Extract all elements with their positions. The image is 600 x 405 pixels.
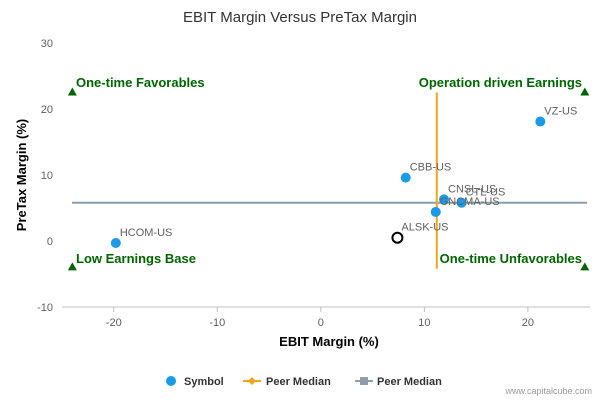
point-marker [430,206,441,217]
point-label: VZ-US [544,106,577,118]
quadrant-marker-top-left [67,87,77,96]
legend-item-symbol[interactable]: Symbol [166,376,224,388]
legend-label-peer-median-x: Peer Median [266,376,331,388]
chart-title: EBIT Margin Versus PreTax Margin [183,9,417,26]
point-label: CBB-US [410,162,452,174]
legend-square-icon [360,377,368,385]
data-point-alsk-us: ALSK-US [391,222,449,244]
quadrant-markers [67,87,590,271]
x-tick-label: -20 [106,317,122,329]
point-label: CTL-US [466,187,506,199]
legend-item-peer-median-y[interactable]: Peer Median [355,376,442,388]
y-tick-label: 20 [41,104,53,116]
x-tick-label: 20 [522,317,534,329]
legend-item-peer-median-x[interactable]: Peer Median [243,376,331,388]
legend-diamond-icon [248,377,256,385]
peer-median-lines [72,92,587,269]
quadrant-label-top-right: Operation driven Earnings [419,75,582,90]
point-label: CNSL-US [448,183,496,195]
point-marker [439,194,450,205]
quadrant-marker-bottom-left [67,262,77,271]
y-tick-label: 0 [47,236,53,248]
x-ticks: -20 -10 0 10 20 [106,307,534,329]
legend: Symbol Peer Median Peer Median [166,376,442,388]
data-point-gncma-us: GNCMA-US [430,196,500,217]
x-tick-label: 10 [418,317,430,329]
y-tick-label: 30 [41,38,53,50]
point-marker [456,197,467,208]
point-marker [400,172,411,183]
point-label: GNCMA-US [440,196,500,208]
legend-circle-icon [166,376,176,386]
y-tick-label: -10 [37,302,53,314]
legend-label-peer-median-y: Peer Median [377,376,442,388]
watermark: www.capitalcube.com [504,386,592,396]
data-point-cnsl-us: CNSL-US [439,183,496,205]
quadrant-marker-bottom-right [580,262,590,271]
legend-label-symbol: Symbol [184,376,224,388]
x-axis-label: EBIT Margin (%) [279,334,379,349]
data-point-ctl-us: CTL-US [456,187,506,208]
data-point-vz-us: VZ-US [535,106,577,127]
point-label: HCOM-US [120,227,173,239]
quadrant-label-bottom-left: Low Earnings Base [76,251,196,266]
point-marker [535,116,546,127]
point-marker [110,237,121,248]
quadrant-label-bottom-right: One-time Unfavorables [440,251,582,266]
quadrant-label-top-left: One-time Favorables [76,75,205,90]
x-tick-label: 0 [318,317,324,329]
quadrant-marker-top-right [580,87,590,96]
y-axis-label: PreTax Margin (%) [14,119,29,231]
y-tick-label: 10 [41,170,53,182]
data-point-cbb-us: CBB-US [400,162,452,183]
x-tick-label: -10 [209,317,225,329]
point-label: ALSK-US [401,222,448,234]
point-marker [391,231,404,244]
y-ticks: -10 0 10 20 30 [37,38,53,314]
data-point-hcom-us: HCOM-US [110,227,173,248]
